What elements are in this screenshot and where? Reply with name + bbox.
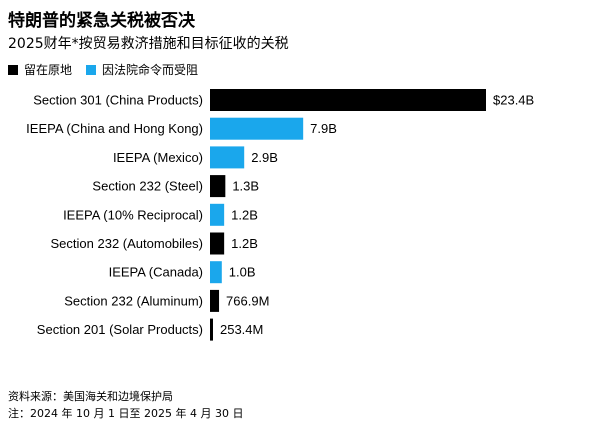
- category-label-section-232-automobiles: Section 232 (Automobiles): [51, 236, 203, 251]
- bar-chart: Section 301 (China Products) $23.4B IEEPA …: [26, 89, 534, 341]
- date-note: 注：2024 年 10 月 1 日至 2025 年 4 月 30 日: [8, 407, 244, 420]
- bar-section-232-aluminum: [210, 289, 220, 312]
- category-label-section-232-aluminum: Section 232 (Aluminum): [64, 293, 203, 308]
- bar-ieepa-canada: [210, 261, 222, 284]
- legend-item-blocked: 因法院命令而受阻: [86, 61, 198, 78]
- value-label-section-301-china-products: $23.4B: [493, 93, 534, 108]
- bar-section-232-automobiles: [210, 232, 225, 255]
- value-label-section-201-solar-products: 253.4M: [220, 322, 263, 337]
- value-label-section-232-steel: 1.3B: [232, 179, 259, 194]
- category-label-section-232-steel: Section 232 (Steel): [92, 179, 203, 194]
- bar-section-232-steel: [210, 175, 226, 198]
- legend-label-remaining: 留在原地: [24, 63, 73, 77]
- category-label-section-301-china-products: Section 301 (China Products): [33, 93, 203, 108]
- bar-ieepa-china-and-hong-kong: [210, 117, 304, 140]
- value-label-ieepa-mexico: 2.9B: [251, 150, 278, 165]
- legend: 留在原地 因法院命令而受阻: [8, 61, 212, 78]
- value-label-section-232-automobiles: 1.2B: [231, 236, 258, 251]
- legend-item-remaining: 留在原地: [8, 61, 72, 78]
- legend-swatch-blocked: [86, 64, 97, 75]
- source-note: 资料来源：美国海关和边境保护局: [8, 390, 173, 403]
- bar-section-201-solar-products: [210, 318, 213, 341]
- bar-section-301-china-products: [210, 89, 486, 111]
- category-label-ieepa-mexico: IEEPA (Mexico): [113, 150, 203, 165]
- chart-subtitle: 2025财年*按贸易救济措施和目标征收的关税: [8, 36, 289, 52]
- bar-ieepa-mexico: [210, 146, 245, 169]
- legend-label-blocked: 因法院命令而受阻: [102, 63, 199, 77]
- category-label-ieepa-10-reciprocal: IEEPA (10% Reciprocal): [63, 207, 203, 222]
- chart-title: 特朗普的紧急关税被否决: [8, 11, 195, 31]
- value-label-ieepa-canada: 1.0B: [229, 265, 256, 280]
- category-label-section-201-solar-products: Section 201 (Solar Products): [37, 322, 203, 337]
- category-label-ieepa-china-and-hong-kong: IEEPA (China and Hong Kong): [26, 121, 203, 136]
- value-label-section-232-aluminum: 766.9M: [226, 293, 269, 308]
- legend-swatch-remaining: [8, 64, 18, 75]
- bar-ieepa-10-reciprocal: [210, 203, 225, 226]
- value-label-ieepa-10-reciprocal: 1.2B: [231, 207, 258, 222]
- value-label-ieepa-china-and-hong-kong: 7.9B: [310, 121, 337, 136]
- category-label-ieepa-canada: IEEPA (Canada): [109, 265, 203, 280]
